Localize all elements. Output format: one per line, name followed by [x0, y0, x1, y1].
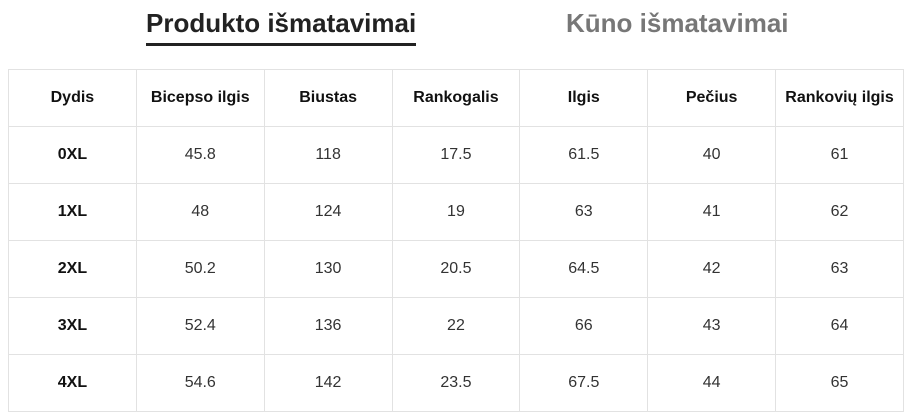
- cell: 44: [647, 354, 777, 412]
- tab[interactable]: Kūno išmatavimai: [566, 8, 789, 38]
- cell: 130: [263, 240, 393, 298]
- cell: 118: [263, 126, 393, 184]
- header-row: Dydis Bicepso ilgis Biustas Rankogalis Ilgis…: [8, 69, 904, 127]
- cell: 50.2: [135, 240, 265, 298]
- cell: 42: [647, 240, 777, 298]
- cell: 48: [135, 183, 265, 241]
- cell: 20.5: [391, 240, 521, 298]
- table-body: 0XL 45.8 118 17.5 61.5 40 61 1XL 48 124 19 63 41 62 2X…: [8, 126, 904, 412]
- cell: 142: [263, 354, 393, 412]
- column-header: Rankovių ilgis: [775, 69, 904, 127]
- column-header: Biustas: [263, 69, 393, 127]
- cell: 124: [263, 183, 393, 241]
- table-row: 4XL 54.6 142 23.5 67.5 44 65: [8, 354, 904, 412]
- column-header: Bicepso ilgis: [135, 69, 265, 127]
- size-label: 3XL: [8, 297, 137, 355]
- cell: 66: [519, 297, 649, 355]
- table-row: 0XL 45.8 118 17.5 61.5 40 61: [8, 126, 904, 184]
- cell: 41: [647, 183, 777, 241]
- column-header: Pečius: [647, 69, 777, 127]
- tab[interactable]: Produkto išmatavimai: [146, 8, 417, 46]
- table-row: 2XL 50.2 130 20.5 64.5 42 63: [8, 240, 904, 298]
- cell: 52.4: [135, 297, 265, 355]
- size-label: 1XL: [8, 183, 137, 241]
- cell: 23.5: [391, 354, 521, 412]
- cell: 136: [263, 297, 393, 355]
- cell: 67.5: [519, 354, 649, 412]
- cell: 63: [519, 183, 649, 241]
- column-header: Ilgis: [519, 69, 649, 127]
- cell: 62: [775, 183, 904, 241]
- cell: 64: [775, 297, 904, 355]
- cell: 43: [647, 297, 777, 355]
- cell: 54.6: [135, 354, 265, 412]
- cell: 63: [775, 240, 904, 298]
- cell: 40: [647, 126, 777, 184]
- size-label: 2XL: [8, 240, 137, 298]
- size-table: Dydis Bicepso ilgis Biustas Rankogalis Ilgis…: [8, 69, 904, 412]
- cell: 19: [391, 183, 521, 241]
- cell: 45.8: [135, 126, 265, 184]
- size-label: 0XL: [8, 126, 137, 184]
- cell: 22: [391, 297, 521, 355]
- cell: 61: [775, 126, 904, 184]
- column-header: Dydis: [8, 69, 137, 127]
- size-label: 4XL: [8, 354, 137, 412]
- table-row: 3XL 52.4 136 22 66 43 64: [8, 297, 904, 355]
- cell: 65: [775, 354, 904, 412]
- cell: 64.5: [519, 240, 649, 298]
- table-row: 1XL 48 124 19 63 41 62: [8, 183, 904, 241]
- cell: 17.5: [391, 126, 521, 184]
- cell: 61.5: [519, 126, 649, 184]
- column-header: Rankogalis: [391, 69, 521, 127]
